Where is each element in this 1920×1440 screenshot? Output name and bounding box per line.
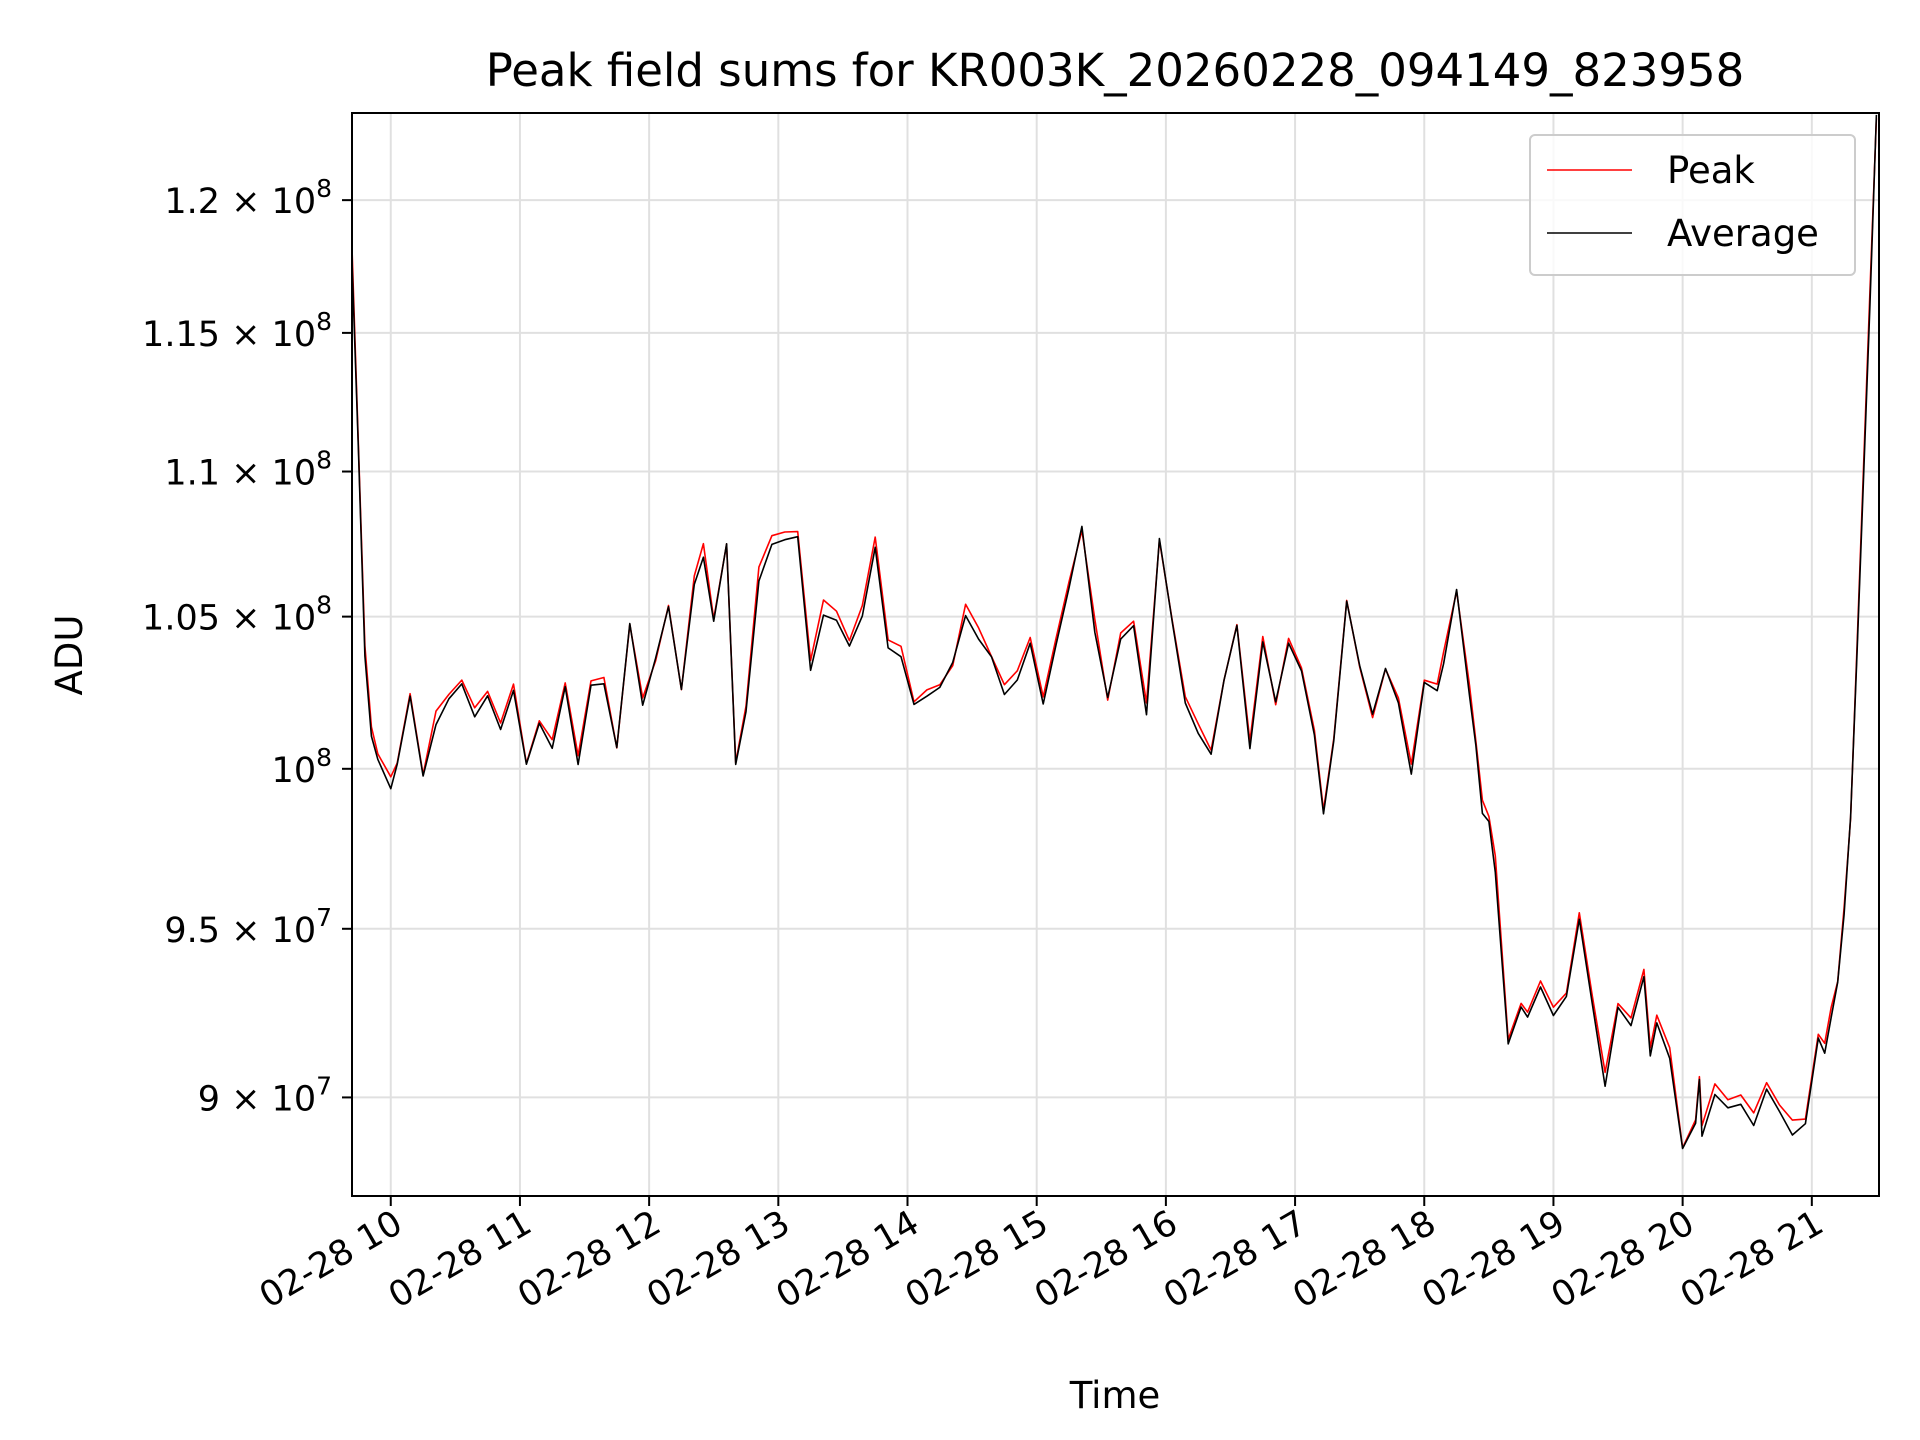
series-line-average bbox=[352, 114, 1878, 1150]
x-axis-title: Time bbox=[1069, 1374, 1161, 1417]
legend-average-label: Average bbox=[1667, 212, 1819, 255]
y-tick-exponent: 8 bbox=[316, 446, 332, 475]
y-tick-exponent: 8 bbox=[316, 743, 332, 772]
y-tick-label: 9.5 × 107 bbox=[164, 903, 332, 951]
y-tick-exponent: 7 bbox=[316, 903, 332, 932]
y-tick-label: 1.05 × 108 bbox=[142, 591, 332, 639]
chart-title: Peak field sums for KR003K_20260228_0941… bbox=[486, 44, 1745, 97]
y-tick-exponent: 8 bbox=[316, 307, 332, 336]
y-tick-exponent: 8 bbox=[316, 591, 332, 620]
y-tick-label: 1.2 × 108 bbox=[164, 174, 332, 222]
plot-frame bbox=[351, 112, 1880, 1197]
y-tick-label: 108 bbox=[272, 743, 332, 791]
y-tick-exponent: 7 bbox=[316, 1071, 332, 1100]
y-tick-mantissa: 9 × 10 bbox=[198, 1079, 316, 1119]
y-tick-mantissa: 9.5 × 10 bbox=[164, 911, 316, 951]
y-tick-label: 1.1 × 108 bbox=[164, 446, 332, 494]
series-group bbox=[352, 114, 1878, 1150]
legend-peak-label: Peak bbox=[1667, 149, 1755, 192]
y-tick-mantissa: 1.05 × 10 bbox=[142, 599, 316, 639]
y-tick-exponent: 8 bbox=[316, 174, 332, 203]
y-tick-mantissa: 1.2 × 10 bbox=[164, 182, 316, 222]
y-tick-label: 9 × 107 bbox=[198, 1071, 332, 1119]
y-axis-title: ADU bbox=[48, 615, 91, 696]
legend: Peak Average bbox=[1529, 134, 1856, 276]
y-tick-mantissa: 1.15 × 10 bbox=[142, 315, 316, 355]
y-tick-mantissa: 1.1 × 10 bbox=[164, 454, 316, 494]
y-tick-mantissa: 10 bbox=[272, 751, 317, 791]
y-tick-label: 1.15 × 108 bbox=[142, 307, 332, 355]
